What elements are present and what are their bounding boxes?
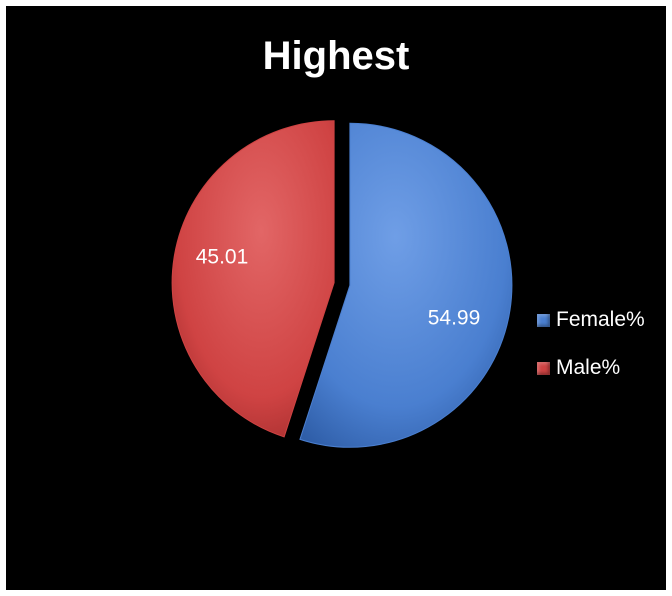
pie-slice-female (299, 122, 513, 448)
legend: Female% Male% (537, 307, 645, 403)
chart-title: Highest (262, 34, 410, 78)
data-label-male: 45.01 (196, 246, 249, 269)
pie-slice-male (171, 120, 335, 438)
legend-label-female: Female% (556, 308, 645, 331)
legend-item-female: Female% (537, 307, 645, 333)
legend-swatch-male (537, 361, 550, 375)
legend-label-male: Male% (556, 356, 621, 379)
chart-area (6, 6, 666, 590)
legend-item-male: Male% (537, 355, 645, 381)
data-label-female: 54.99 (428, 307, 481, 330)
legend-swatch-female (537, 313, 550, 327)
